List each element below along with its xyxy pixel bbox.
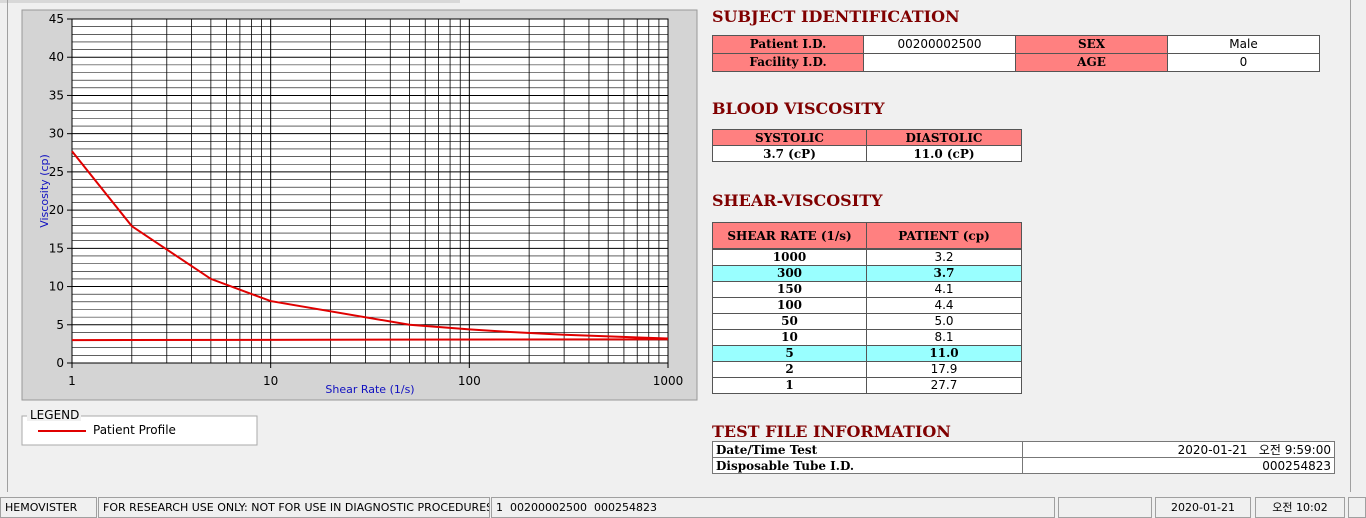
status-cell — [1348, 497, 1366, 518]
value-cell: 000254823 — [1022, 457, 1335, 474]
header-cell: PATIENT (cp) — [866, 222, 1022, 249]
section-title: SUBJECT IDENTIFICATION — [712, 7, 960, 26]
label-cell: AGE — [1015, 53, 1168, 72]
patient-cell: 3.7 — [866, 265, 1022, 282]
x-tick-label: 100 — [458, 374, 481, 388]
status-cell: 2020-01-21 — [1155, 497, 1251, 518]
label-cell: Date/Time Test — [712, 441, 1023, 458]
shear-rate-cell: 2 — [712, 361, 867, 378]
series-line — [71, 150, 669, 342]
y-tick-label: 0 — [56, 356, 64, 370]
y-tick-label: 45 — [49, 12, 64, 26]
shear-rate-cell: 300 — [712, 265, 867, 282]
legend-title-bg — [27, 409, 81, 421]
window-border — [7, 0, 8, 492]
x-tick-label: 10 — [263, 374, 278, 388]
label-cell: Disposable Tube I.D. — [712, 457, 1023, 474]
label-cell: SEX — [1015, 35, 1168, 54]
patient-cell: 4.1 — [866, 281, 1022, 298]
y-axis-label: Viscosity (cp) — [38, 154, 51, 228]
header-cell: SHEAR RATE (1/s) — [712, 222, 867, 249]
x-tick-label: 1000 — [653, 374, 684, 388]
value-cell — [863, 53, 1016, 72]
y-tick-label: 30 — [49, 127, 64, 141]
patient-cell: 8.1 — [866, 329, 1022, 346]
value-cell: 00200002500 — [863, 35, 1016, 54]
legend-title: LEGEND — [30, 408, 79, 422]
patient-cell: 17.9 — [866, 361, 1022, 378]
status-cell: 1 00200002500 000254823 — [491, 497, 1055, 518]
patient-cell: 4.4 — [866, 297, 1022, 314]
section-title: SHEAR-VISCOSITY — [712, 191, 883, 210]
y-tick-label: 35 — [49, 88, 64, 102]
x-tick-label: 1 — [68, 374, 76, 388]
status-cell: HEMOVISTER — [0, 497, 97, 518]
window-border — [1350, 0, 1351, 492]
x-axis-label: Shear Rate (1/s) — [325, 383, 414, 396]
y-tick-label: 25 — [49, 165, 64, 179]
legend-label: Patient Profile — [93, 423, 176, 437]
value-cell: 11.0 (cP) — [866, 145, 1022, 162]
top-strip — [0, 0, 460, 3]
status-cell: 오전 10:02 — [1255, 497, 1345, 518]
patient-cell: 27.7 — [866, 377, 1022, 394]
shear-rate-cell: 50 — [712, 313, 867, 330]
shear-rate-cell: 1000 — [712, 249, 867, 266]
header-cell: DIASTOLIC — [866, 129, 1022, 146]
shear-rate-cell: 10 — [712, 329, 867, 346]
shear-rate-cell: 5 — [712, 345, 867, 362]
label-cell: Facility I.D. — [712, 53, 864, 72]
y-tick-label: 40 — [49, 50, 64, 64]
chart: 0 5 10 15 20 25 30 35 40 45 1 10 100 1000 Shear Rate … — [21, 9, 698, 446]
status-cell: FOR RESEARCH USE ONLY: NOT FOR USE IN DI… — [98, 497, 490, 518]
shear-rate-cell: 100 — [712, 297, 867, 314]
patient-cell: 3.2 — [866, 249, 1022, 266]
value-cell: Male — [1167, 35, 1320, 54]
y-tick-label: 10 — [49, 280, 64, 294]
y-tick-label: 20 — [49, 203, 64, 217]
status-cell — [1058, 497, 1152, 518]
header-cell: SYSTOLIC — [712, 129, 867, 146]
value-cell: 2020-01-21 오전 9:59:00 — [1022, 441, 1335, 458]
plot-frame — [71, 18, 669, 364]
shear-rate-cell: 150 — [712, 281, 867, 298]
section-title: BLOOD VISCOSITY — [712, 99, 885, 118]
shear-rate-cell: 1 — [712, 377, 867, 394]
value-cell: 3.7 (cP) — [712, 145, 867, 162]
plot-area — [72, 19, 668, 363]
y-tick-label: 15 — [49, 241, 64, 255]
patient-cell: 11.0 — [866, 345, 1022, 362]
label-cell: Patient I.D. — [712, 35, 864, 54]
section-title: TEST FILE INFORMATION — [712, 422, 951, 441]
patient-cell: 5.0 — [866, 313, 1022, 330]
value-cell: 0 — [1167, 53, 1320, 72]
y-tick-label: 5 — [56, 318, 64, 332]
